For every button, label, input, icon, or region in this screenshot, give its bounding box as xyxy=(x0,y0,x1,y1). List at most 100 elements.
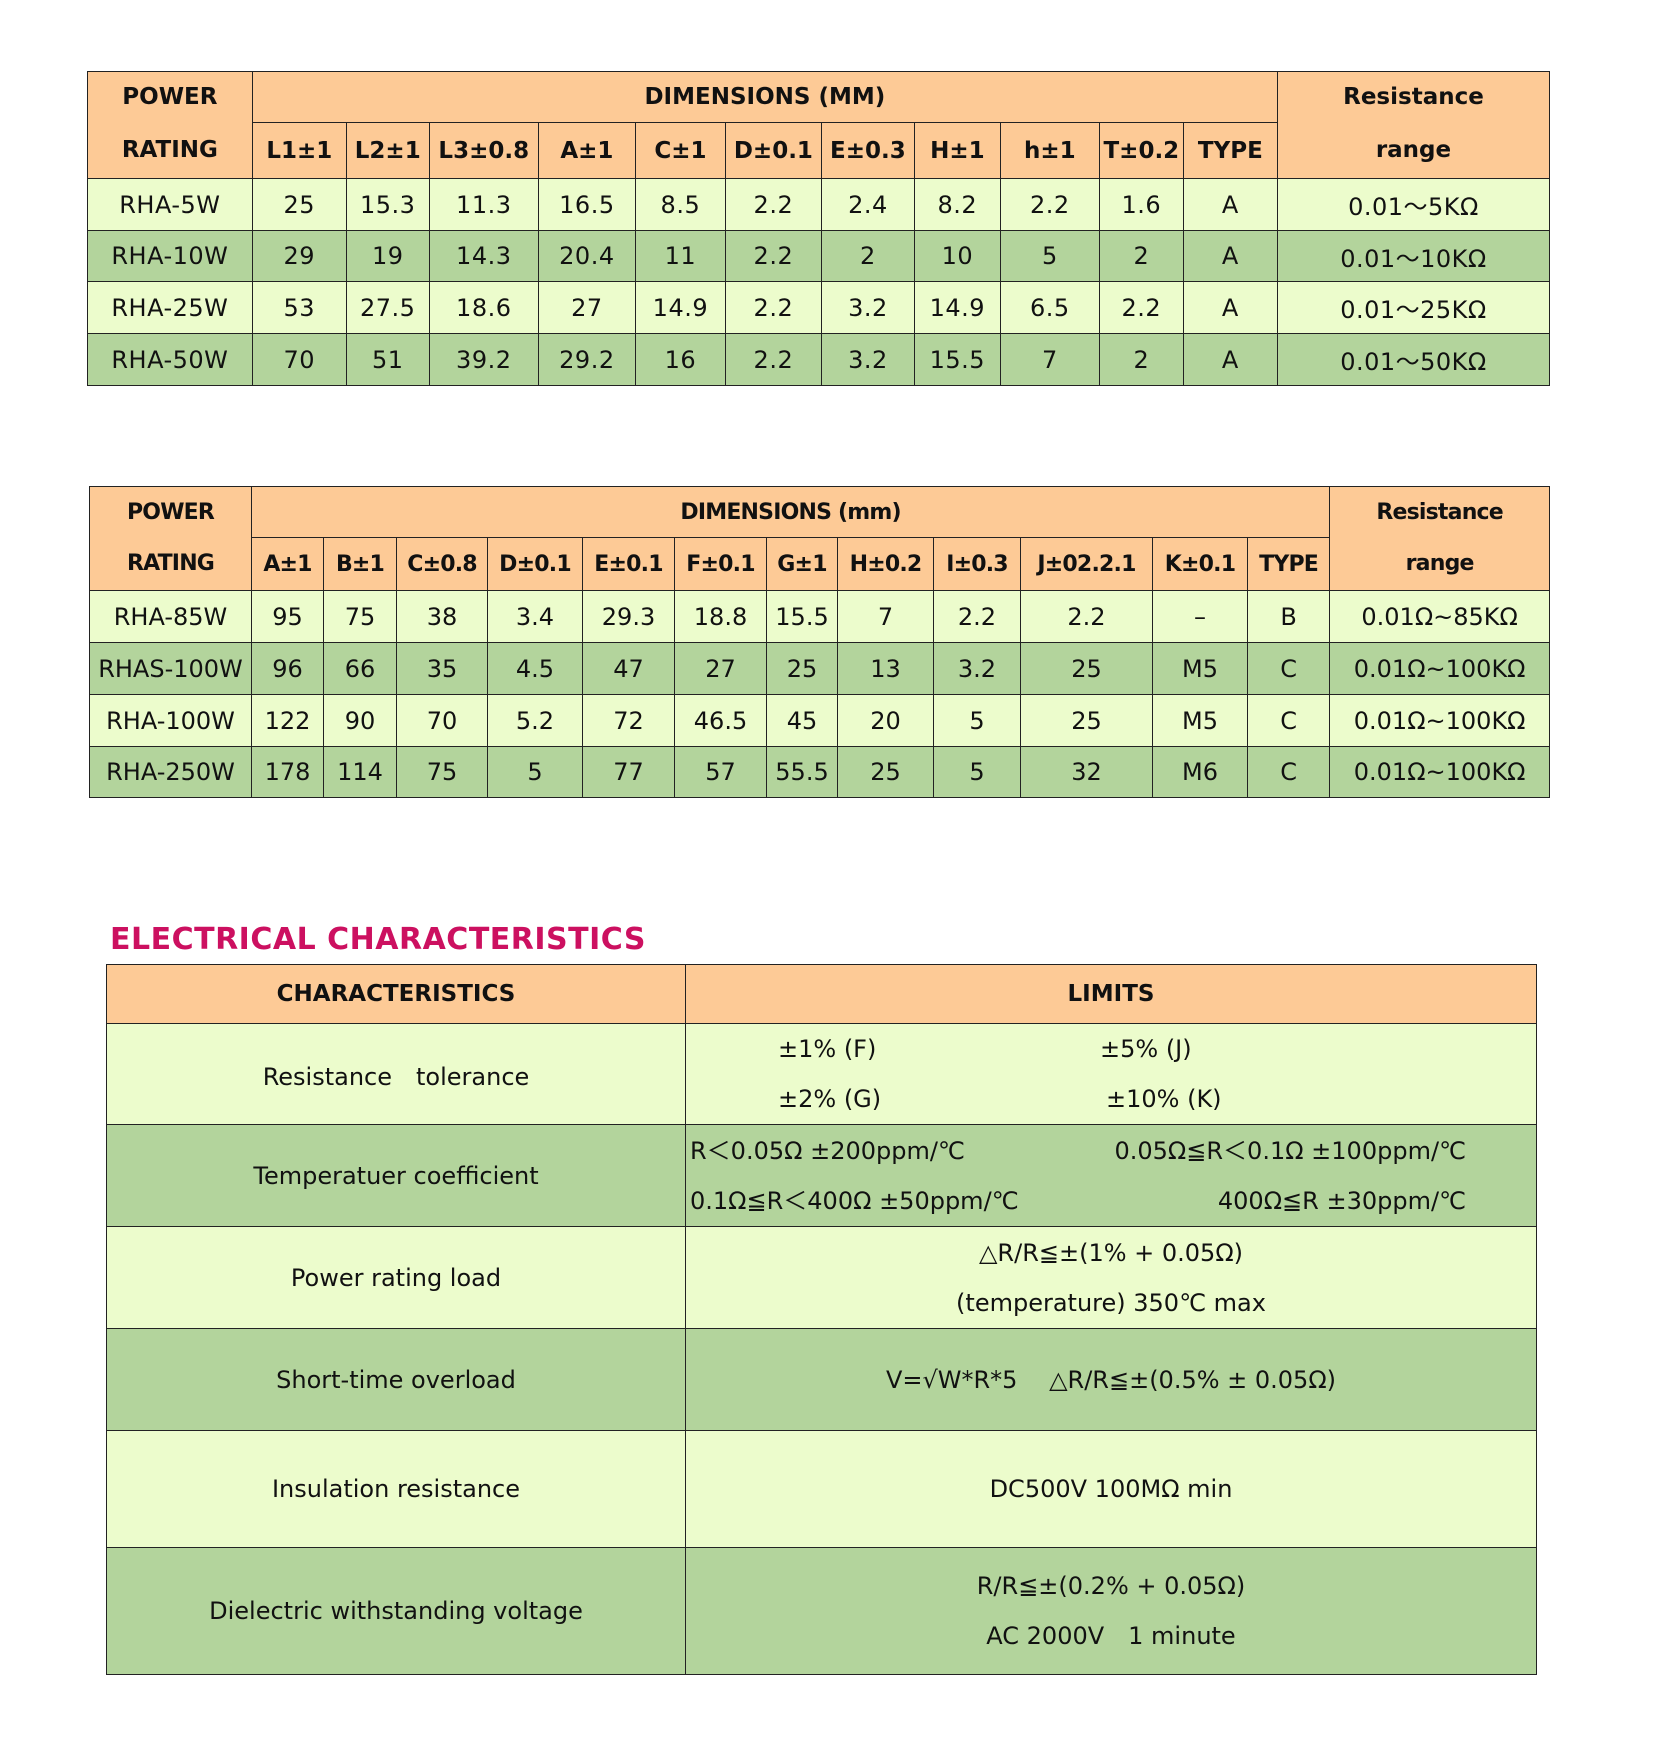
table-cell: 70 xyxy=(251,333,347,386)
characteristic-name: Temperatuer coefficient xyxy=(106,1124,686,1227)
limit-line: AC 2000V 1 minute xyxy=(687,1611,1536,1661)
header-row: RATING L1±1 L2±1 L3±0.8 A±1 C±1 D±0.1 E±0.3 H±1 h… xyxy=(87,122,1551,179)
table-cell: 2.2 xyxy=(724,281,822,334)
table-cell: 8.2 xyxy=(913,178,1001,231)
column-header: h±1 xyxy=(999,122,1100,179)
table-cell: 2.2 xyxy=(1098,281,1184,334)
table-cell: 5 xyxy=(933,694,1021,747)
model-cell: RHA-10W xyxy=(87,230,253,282)
column-header: A±1 xyxy=(537,122,636,179)
resistance-range-header: Resistance xyxy=(1276,71,1551,123)
table-cell: 5 xyxy=(933,746,1021,798)
table-cell: 55.5 xyxy=(766,746,838,798)
limit-value: AC 2000V 1 minute xyxy=(986,1622,1236,1650)
table-cell: A xyxy=(1182,178,1278,231)
column-header: D±0.1 xyxy=(487,537,583,591)
table-cell: 2.2 xyxy=(724,230,822,282)
column-header: G±1 xyxy=(766,537,838,591)
limit-value: 400Ω≦R ±30ppm/℃ xyxy=(1217,1186,1466,1215)
table-cell: 20 xyxy=(837,694,934,747)
limit-cell: ±1% (F) ±5% (J) ±2% (G) ±10% (K) xyxy=(685,1023,1537,1125)
table-cell: C xyxy=(1246,642,1331,695)
table-cell: 5 xyxy=(487,746,583,798)
table-cell: 90 xyxy=(323,694,397,747)
model-cell: RHA-5W xyxy=(87,178,253,231)
table-cell: 11 xyxy=(634,230,726,282)
table-cell: 0.01～5KΩ xyxy=(1276,178,1551,231)
limit-cell: R＜0.05Ω ±200ppm/℃ 0.05Ω≦R＜0.1Ω ±100ppm/℃ 0… xyxy=(685,1124,1537,1227)
dimensions-table-rha-a: POWER DIMENSIONS (MM) Resistance RATING L1±1… xyxy=(87,71,1551,386)
model-cell: RHA-85W xyxy=(89,590,252,643)
table-row: RHA-250W 178 114 75 5 77 57 55.5 25 5 32 M6 C 0.01Ω~1… xyxy=(89,746,1551,798)
table-cell: 75 xyxy=(396,746,488,798)
limit-line: R＜0.05Ω ±200ppm/℃ 0.05Ω≦R＜0.1Ω ±100ppm/℃ xyxy=(687,1126,1536,1176)
table-cell: 0.01～10KΩ xyxy=(1276,230,1551,282)
table-cell: 35 xyxy=(396,642,488,695)
column-header: C±1 xyxy=(634,122,726,179)
power-rating-header: RATING xyxy=(89,537,252,591)
characteristic-row: Dielectric withstanding voltage R/R≦±(0.2… xyxy=(106,1547,1537,1675)
limit-value: ±2% (G) xyxy=(778,1085,882,1113)
table-cell: 20.4 xyxy=(537,230,636,282)
table-cell: 57 xyxy=(674,746,767,798)
power-rating-header: POWER xyxy=(89,486,252,538)
column-header: TYPE xyxy=(1182,122,1278,179)
table-cell: 14.9 xyxy=(634,281,726,334)
table-cell: 7 xyxy=(999,333,1100,386)
table-cell: C xyxy=(1246,694,1331,747)
table-cell: – xyxy=(1152,590,1248,643)
limit-value: ±10% (K) xyxy=(1106,1085,1222,1113)
table-cell: 14.3 xyxy=(428,230,539,282)
table-cell: 27.5 xyxy=(345,281,430,334)
column-header: H±0.2 xyxy=(837,537,934,591)
table-cell: 7 xyxy=(837,590,934,643)
limit-value: ±1% (F) xyxy=(778,1035,877,1063)
table-cell: 15.3 xyxy=(345,178,430,231)
limit-value: V=√W*R*5 △R/R≦±(0.5% ± 0.05Ω) xyxy=(885,1365,1337,1394)
table-cell: 14.9 xyxy=(913,281,1001,334)
table-cell: 3.2 xyxy=(933,642,1021,695)
table-row: RHA-50W 70 51 39.2 29.2 16 2.2 3.2 15.5 7 2 A 0.01～5… xyxy=(87,333,1551,386)
column-header: L2±1 xyxy=(345,122,430,179)
table-cell: 27 xyxy=(537,281,636,334)
characteristic-name: Dielectric withstanding voltage xyxy=(106,1547,686,1675)
characteristic-row: Temperatuer coefficient R＜0.05Ω ±200ppm/℃… xyxy=(106,1124,1537,1227)
table-cell: 15.5 xyxy=(913,333,1001,386)
table-cell: 114 xyxy=(323,746,397,798)
table-cell: 1.6 xyxy=(1098,178,1184,231)
table-cell: 0.01Ω~100KΩ xyxy=(1329,642,1551,695)
column-header: D±0.1 xyxy=(724,122,822,179)
limit-line: ±2% (G) ±10% (K) xyxy=(687,1074,1536,1124)
dimensions-header: DIMENSIONS (MM) xyxy=(251,71,1278,123)
table-cell: 45 xyxy=(766,694,838,747)
resistance-range-header: range xyxy=(1329,537,1551,591)
table-cell: 29.2 xyxy=(537,333,636,386)
characteristics-header: CHARACTERISTICS xyxy=(106,964,686,1024)
table-cell: 25 xyxy=(251,178,347,231)
column-header: A±1 xyxy=(251,537,324,591)
table-cell: 178 xyxy=(251,746,324,798)
table-cell: 53 xyxy=(251,281,347,334)
model-cell: RHAS-100W xyxy=(89,642,252,695)
characteristic-name: Resistance tolerance xyxy=(106,1023,686,1125)
table-row: RHA-10W 29 19 14.3 20.4 11 2.2 2 10 5 2 A 0.01～10KΩ xyxy=(87,230,1551,282)
limit-line: △R/R≦±(1% + 0.05Ω) xyxy=(687,1228,1536,1278)
table-cell: 51 xyxy=(345,333,430,386)
table-cell: 11.3 xyxy=(428,178,539,231)
limit-line: DC500V 100MΩ min xyxy=(687,1464,1536,1514)
table-cell: 2 xyxy=(1098,230,1184,282)
table-cell: 122 xyxy=(251,694,324,747)
table-cell: 0.01Ω~100KΩ xyxy=(1329,746,1551,798)
table-cell: 8.5 xyxy=(634,178,726,231)
limit-value: 0.1Ω≦R＜400Ω ±50ppm/℃ xyxy=(690,1186,1019,1215)
table-cell: M6 xyxy=(1152,746,1248,798)
characteristic-row: Resistance tolerance ±1% (F) ±5% (J) ±2% (G… xyxy=(106,1023,1537,1125)
table-cell: 3.2 xyxy=(820,333,915,386)
table-cell: 18.6 xyxy=(428,281,539,334)
table-cell: 5 xyxy=(999,230,1100,282)
power-rating-header: RATING xyxy=(87,122,253,179)
table-cell: 6.5 xyxy=(999,281,1100,334)
table-cell: 2 xyxy=(1098,333,1184,386)
table-row: RHA-100W 122 90 70 5.2 72 46.5 45 20 5 25 M5 C 0.01Ω~… xyxy=(89,694,1551,747)
table-cell: 3.2 xyxy=(820,281,915,334)
